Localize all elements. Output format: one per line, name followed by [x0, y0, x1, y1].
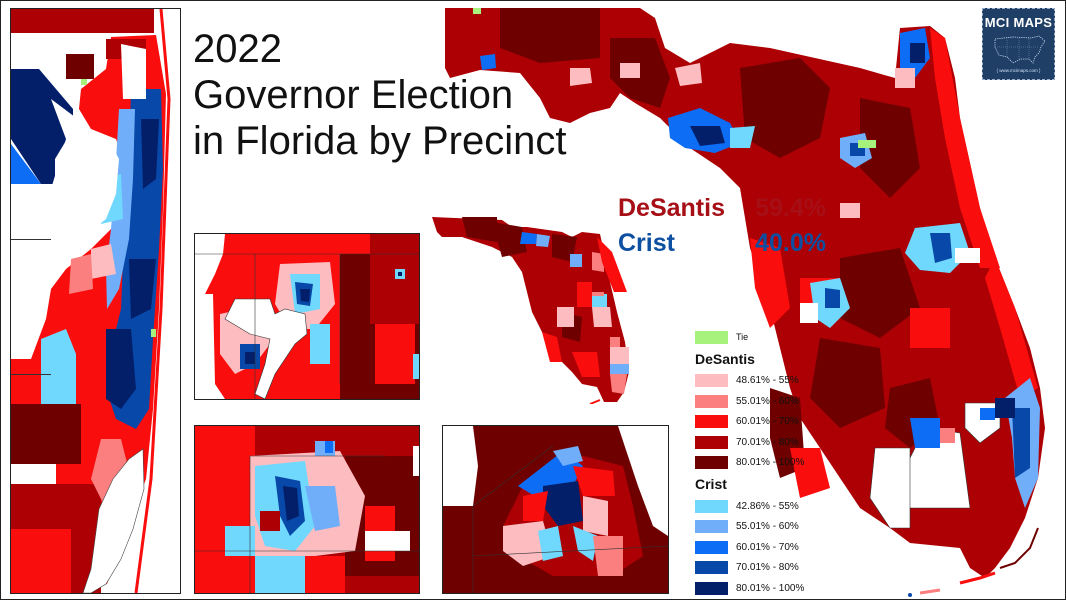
- legend-swatch: [695, 581, 728, 595]
- legend-swatch: [695, 374, 728, 388]
- jacksonville-map-graphic: [443, 426, 668, 593]
- legend-item-crist-5: 80.01% - 100%: [695, 578, 815, 599]
- legend-swatch: [695, 520, 728, 534]
- map-title: 2022 Governor Election in Florida by Pre…: [193, 26, 566, 164]
- legend-heading-desantis: DeSantis: [695, 350, 755, 367]
- legend-label: 80.01% - 100%: [736, 582, 805, 594]
- legend-swatch: [695, 435, 728, 449]
- legend-swatch: [695, 394, 728, 408]
- legend-item-tie: Tie: [695, 327, 815, 348]
- legend-label: 55.01% - 60%: [736, 521, 799, 533]
- desantis-percentage: 59.4%: [755, 194, 826, 222]
- us-map-icon: [994, 35, 1046, 64]
- crist-percentage: 40.0%: [755, 229, 826, 257]
- desantis-name: DeSantis: [618, 194, 725, 222]
- florida-map-graphic: [445, 8, 1045, 597]
- legend-label: 60.01% - 70%: [736, 416, 799, 428]
- county-map-graphic: [432, 217, 629, 405]
- title-line-2: Governor Election: [193, 73, 514, 117]
- legend-swatch: [695, 561, 728, 575]
- legend-swatch: [695, 456, 728, 470]
- logo-text: MCI MAPS: [984, 15, 1053, 30]
- legend-item-desantis-2: 55.01% - 60%: [695, 391, 815, 412]
- legend-item-crist-3: 60.01% - 70%: [695, 537, 815, 558]
- legend-swatch: [695, 540, 728, 554]
- title-year: 2022: [193, 27, 282, 71]
- mci-maps-logo: MCI MAPS { www.mcimaps.com }: [982, 8, 1055, 80]
- logo-url: { www.mcimaps.com }: [996, 68, 1041, 73]
- title-line-3: in Florida by Precinct: [193, 119, 567, 163]
- orlando-map-graphic: [195, 426, 419, 593]
- legend-item-desantis-3: 60.01% - 70%: [695, 412, 815, 433]
- legend-item-desantis-5: 80.01% - 100%: [695, 453, 815, 474]
- legend-heading-crist: Crist: [695, 476, 727, 492]
- legend-label-tie: Tie: [736, 332, 749, 343]
- legend-item-desantis-1: 48.61% - 55%: [695, 371, 815, 392]
- legend-label: 70.01% - 80%: [736, 562, 799, 574]
- legend-item-crist-4: 70.01% - 80%: [695, 558, 815, 579]
- legend-item-desantis-4: 70.01% - 80%: [695, 432, 815, 453]
- crist-name: Crist: [618, 229, 675, 257]
- legend-label: 80.01% - 100%: [736, 457, 805, 469]
- legend-swatch: [695, 415, 728, 429]
- florida-county-map: [432, 212, 642, 405]
- legend-swatch-tie: [695, 330, 728, 344]
- legend-swatch: [695, 499, 728, 513]
- map-legend: Tie DeSantis 48.61% - 55% 55.01% - 60% 6…: [695, 327, 815, 599]
- southeast-florida-map-graphic: [11, 9, 180, 593]
- desantis-result: DeSantis 59.4%: [618, 194, 826, 224]
- tampa-map-graphic: [195, 234, 419, 399]
- orlando-inset-map: [194, 425, 420, 594]
- tampa-bay-inset-map: [194, 233, 420, 400]
- legend-label: 48.61% - 55%: [736, 375, 799, 387]
- crist-result: Crist 40.0%: [618, 229, 826, 259]
- legend-label: 70.01% - 80%: [736, 436, 799, 448]
- legend-item-crist-2: 55.01% - 60%: [695, 517, 815, 538]
- legend-label: 60.01% - 70%: [736, 541, 799, 553]
- legend-label: 55.01% - 60%: [736, 395, 799, 407]
- florida-statewide-precinct-map: [440, 8, 1060, 598]
- legend-item-crist-1: 42.86% - 55%: [695, 496, 815, 517]
- southeast-florida-inset-map: [10, 8, 181, 594]
- jacksonville-inset-map: [442, 425, 669, 594]
- legend-label: 42.86% - 55%: [736, 500, 799, 512]
